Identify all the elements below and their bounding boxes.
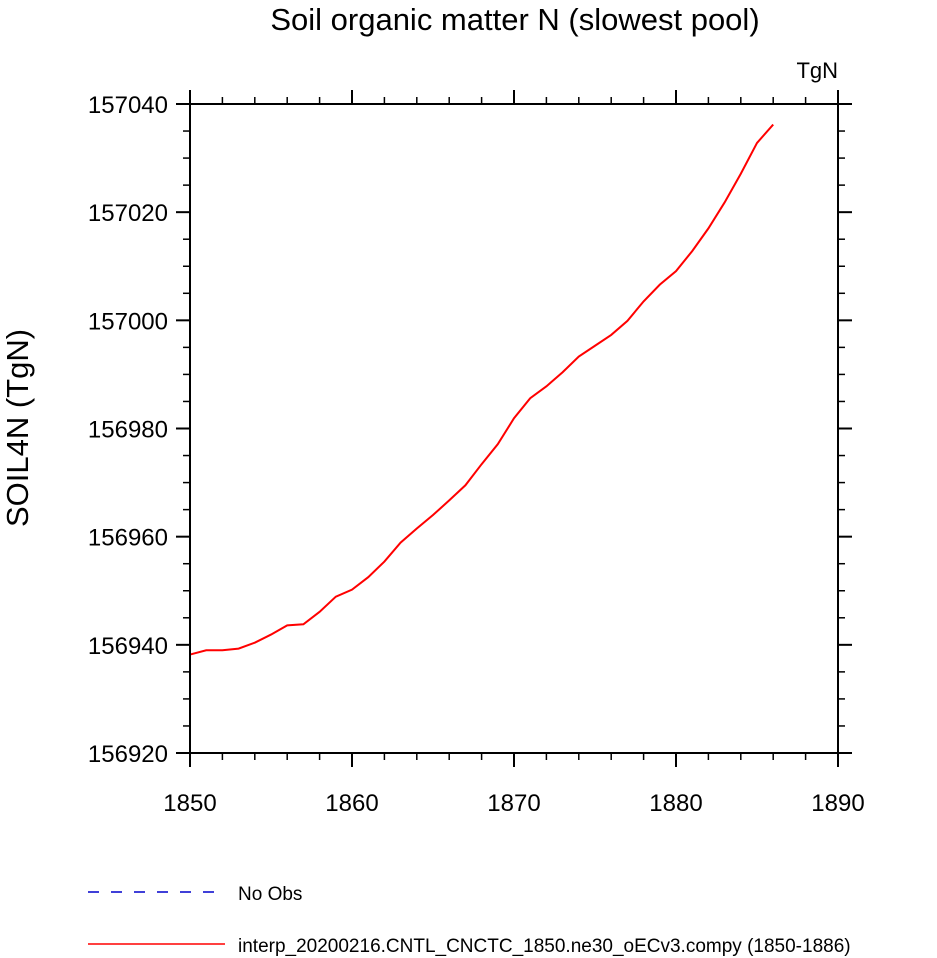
x-tick-labels: 1850 1860 1870 1880 1890: [163, 790, 864, 817]
chart-title: Soil organic matter N (slowest pool): [270, 2, 759, 37]
y-tick-labels: 156920 156940 156960 156980 157000 157020 1570…: [88, 92, 168, 768]
major-ticks: [176, 90, 852, 767]
x-tick-label: 1850: [163, 790, 216, 817]
y-tick-label: 156940: [88, 633, 168, 660]
units-label: TgN: [796, 58, 838, 83]
x-tick-label: 1870: [487, 790, 540, 817]
minor-ticks: [183, 97, 845, 760]
y-tick-label: 156920: [88, 741, 168, 768]
legend-label-model-run: interp_20200216.CNTL_CNCTC_1850.ne30_oEC…: [238, 936, 851, 957]
plot-frame: [189, 103, 839, 754]
x-tick-label: 1880: [649, 790, 702, 817]
legend-label-no-obs: No Obs: [238, 884, 302, 905]
y-tick-label: 156960: [88, 525, 168, 552]
x-tick-label: 1890: [811, 790, 864, 817]
series-line-1: [189, 123, 774, 656]
y-axis-label: SOIL4N (TgN): [0, 329, 35, 527]
y-tick-label: 157040: [88, 92, 168, 119]
y-tick-label: 157000: [88, 308, 168, 335]
series-lines: [189, 123, 774, 656]
y-tick-label: 157020: [88, 200, 168, 227]
legend: No Obs interp_20200216.CNTL_CNCTC_1850.n…: [88, 884, 851, 957]
x-tick-label: 1860: [325, 790, 378, 817]
y-tick-label: 156980: [88, 417, 168, 444]
